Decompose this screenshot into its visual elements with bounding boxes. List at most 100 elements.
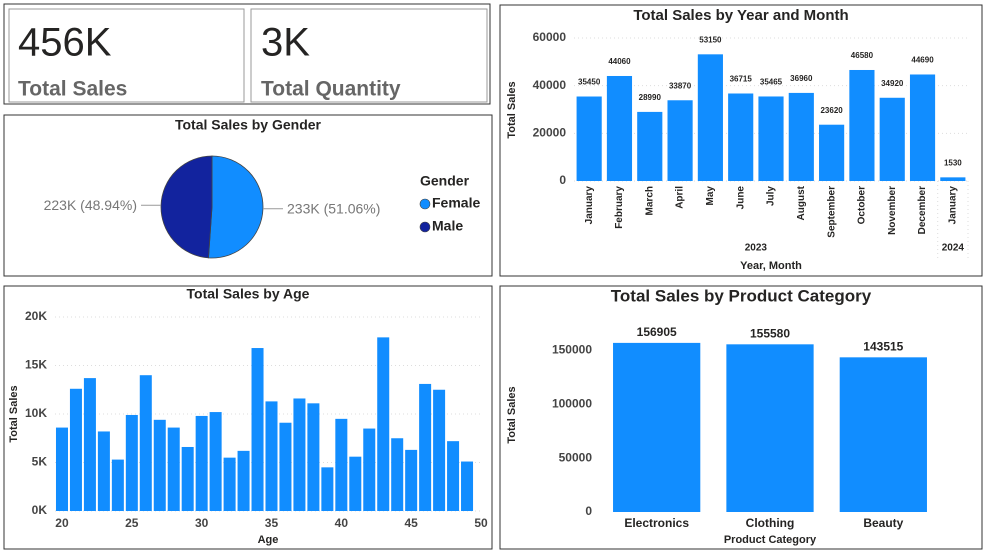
bar bbox=[726, 344, 814, 512]
y-tick-label: 0 bbox=[559, 173, 566, 187]
kpi-value: 3K bbox=[261, 21, 310, 65]
data-label: 36715 bbox=[730, 75, 753, 84]
bar bbox=[461, 461, 474, 511]
data-label: 28990 bbox=[639, 93, 662, 102]
x-tick-label: August bbox=[796, 185, 807, 220]
bar bbox=[55, 427, 68, 511]
bar bbox=[209, 412, 222, 511]
bar bbox=[125, 414, 138, 511]
bar bbox=[363, 428, 376, 511]
kpi-label: Total Sales bbox=[18, 78, 127, 101]
bar bbox=[433, 389, 446, 511]
bar bbox=[279, 422, 292, 511]
bar bbox=[307, 403, 320, 511]
y-tick-label: 20K bbox=[25, 309, 47, 323]
x-tick-label: 35 bbox=[265, 516, 279, 530]
x-tick-label: Beauty bbox=[863, 516, 903, 530]
legend-swatch bbox=[419, 221, 431, 233]
y-axis-label: Total Sales bbox=[506, 81, 518, 138]
bar bbox=[667, 100, 693, 181]
y-tick-label: 0K bbox=[32, 503, 48, 517]
kpi-value: 456K bbox=[18, 21, 112, 65]
data-label: 233K (51.06%) bbox=[287, 200, 380, 216]
kpi-card bbox=[8, 8, 245, 103]
bar bbox=[728, 93, 754, 181]
x-tick-label: 50 bbox=[474, 516, 488, 530]
bar bbox=[879, 97, 905, 181]
chart-title: Total Sales by Product Category bbox=[611, 286, 872, 305]
bar bbox=[606, 75, 633, 181]
x-tick-label: December bbox=[917, 186, 928, 234]
data-label: 156905 bbox=[637, 325, 677, 339]
data-label: 223K (48.94%) bbox=[44, 197, 137, 213]
data-label: 1530 bbox=[944, 158, 962, 167]
y-tick-label: 0 bbox=[585, 504, 592, 518]
y-tick-label: 60000 bbox=[533, 30, 567, 44]
x-tick-label: March bbox=[644, 186, 655, 215]
legend-swatch bbox=[419, 198, 431, 210]
x-axis-label: Year, Month bbox=[740, 260, 802, 272]
legend-label: Female bbox=[432, 195, 480, 211]
bar bbox=[447, 441, 460, 511]
legend-label: Male bbox=[432, 218, 463, 234]
data-label: 35465 bbox=[760, 78, 783, 87]
y-tick-label: 100000 bbox=[552, 396, 592, 410]
bar bbox=[335, 418, 348, 511]
data-label: 53150 bbox=[699, 35, 722, 44]
bar bbox=[167, 427, 180, 511]
bar bbox=[321, 467, 334, 511]
bar bbox=[839, 357, 927, 512]
bar bbox=[293, 398, 306, 511]
data-label: 44060 bbox=[608, 57, 631, 66]
chart-title: Total Sales by Gender bbox=[175, 117, 322, 133]
bar bbox=[697, 54, 723, 181]
y-axis-label: Total Sales bbox=[8, 385, 20, 442]
bar bbox=[576, 96, 602, 181]
y-tick-label: 40000 bbox=[533, 78, 567, 92]
x-axis-label: Product Category bbox=[724, 534, 817, 546]
x-axis-label: Age bbox=[258, 534, 279, 546]
x-tick-label: 45 bbox=[404, 516, 418, 530]
bar bbox=[909, 74, 936, 181]
bar bbox=[613, 342, 701, 512]
data-label: 155580 bbox=[750, 326, 790, 340]
data-label: 44690 bbox=[911, 56, 934, 65]
bar bbox=[819, 124, 845, 181]
chart-title: Total Sales by Age bbox=[187, 286, 310, 302]
x-group-label: 2023 bbox=[745, 243, 768, 254]
x-tick-label: January bbox=[584, 186, 595, 225]
data-label: 23620 bbox=[820, 106, 843, 115]
x-tick-label: May bbox=[705, 186, 716, 206]
bar bbox=[223, 457, 236, 511]
x-tick-label: Electronics bbox=[624, 516, 689, 530]
kpi-card bbox=[250, 8, 488, 103]
bar bbox=[111, 459, 124, 511]
bar bbox=[139, 375, 152, 511]
x-tick-label: Clothing bbox=[746, 516, 795, 530]
data-label: 33870 bbox=[669, 81, 692, 90]
x-tick-label: 20 bbox=[55, 516, 69, 530]
x-tick-label: June bbox=[735, 186, 746, 210]
data-label: 143515 bbox=[863, 339, 903, 353]
y-axis-label: Total Sales bbox=[506, 386, 518, 443]
y-tick-label: 150000 bbox=[552, 343, 592, 357]
bar bbox=[97, 431, 110, 511]
x-tick-label: November bbox=[887, 186, 898, 235]
y-tick-label: 15K bbox=[25, 358, 47, 372]
data-label: 34920 bbox=[881, 79, 904, 88]
bar bbox=[849, 69, 875, 181]
bar bbox=[405, 449, 418, 511]
x-tick-label: February bbox=[614, 186, 625, 229]
data-label: 46580 bbox=[851, 51, 874, 60]
x-tick-label: April bbox=[675, 186, 686, 209]
bar bbox=[377, 337, 390, 511]
bar bbox=[83, 378, 96, 511]
bar bbox=[391, 438, 404, 511]
x-tick-label: 40 bbox=[335, 516, 349, 530]
bar bbox=[788, 92, 814, 181]
chart-title: Total Sales by Year and Month bbox=[633, 7, 848, 24]
x-tick-label: 25 bbox=[125, 516, 139, 530]
data-label: 35450 bbox=[578, 78, 601, 87]
bar bbox=[349, 456, 362, 511]
